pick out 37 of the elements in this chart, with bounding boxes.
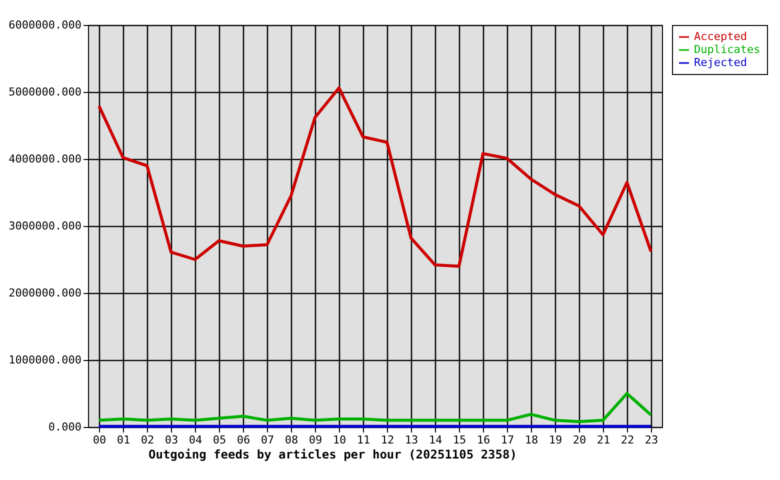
line-series bbox=[98, 392, 652, 424]
x-tick-label: 02 bbox=[140, 434, 154, 446]
x-tick-label: 17 bbox=[500, 434, 514, 446]
x-tick-label: 14 bbox=[428, 434, 442, 446]
x-tick-label: 21 bbox=[596, 434, 610, 446]
x-tick-label: 23 bbox=[644, 434, 658, 446]
x-tick-label: 07 bbox=[260, 434, 274, 446]
x-tick-label: 18 bbox=[524, 434, 538, 446]
legend-label: Accepted bbox=[694, 30, 747, 43]
x-tick-label: 19 bbox=[548, 434, 562, 446]
x-tick-label: 00 bbox=[92, 434, 106, 446]
x-axis-title: Outgoing feeds by articles per hour (20251105 2358) bbox=[148, 448, 517, 462]
legend-label: Rejected bbox=[694, 56, 747, 69]
x-tick-label: 01 bbox=[116, 434, 130, 446]
y-tick-label: 6000000.000 bbox=[8, 18, 82, 32]
x-tick-label: 06 bbox=[236, 434, 250, 446]
x-tick-label: 09 bbox=[308, 434, 322, 446]
y-tick-label: 2000000.000 bbox=[8, 286, 82, 300]
line-series bbox=[98, 86, 652, 268]
x-tick-label: 15 bbox=[452, 434, 466, 446]
x-tick-label: 22 bbox=[620, 434, 634, 446]
y-tick-label: 3000000.000 bbox=[8, 220, 82, 232]
x-tick-label: 10 bbox=[332, 434, 346, 446]
y-tick-label: 0.000 bbox=[48, 420, 82, 434]
x-tick-label: 16 bbox=[476, 434, 490, 446]
x-tick-label: 03 bbox=[164, 434, 178, 446]
x-tick-label: 08 bbox=[284, 434, 298, 446]
x-tick-label: 11 bbox=[356, 434, 370, 446]
x-tick-label: 12 bbox=[380, 434, 394, 446]
x-tick-label: 04 bbox=[188, 434, 203, 446]
y-tick-label: 4000000.000 bbox=[8, 152, 82, 166]
y-tick-label: 5000000.000 bbox=[8, 86, 82, 98]
x-tick-label: 05 bbox=[212, 434, 226, 446]
legend-label: Duplicates bbox=[694, 43, 760, 56]
x-tick-label: 13 bbox=[404, 434, 418, 446]
x-tick-label: 20 bbox=[572, 434, 586, 446]
y-tick-label: 1000000.000 bbox=[8, 354, 82, 366]
